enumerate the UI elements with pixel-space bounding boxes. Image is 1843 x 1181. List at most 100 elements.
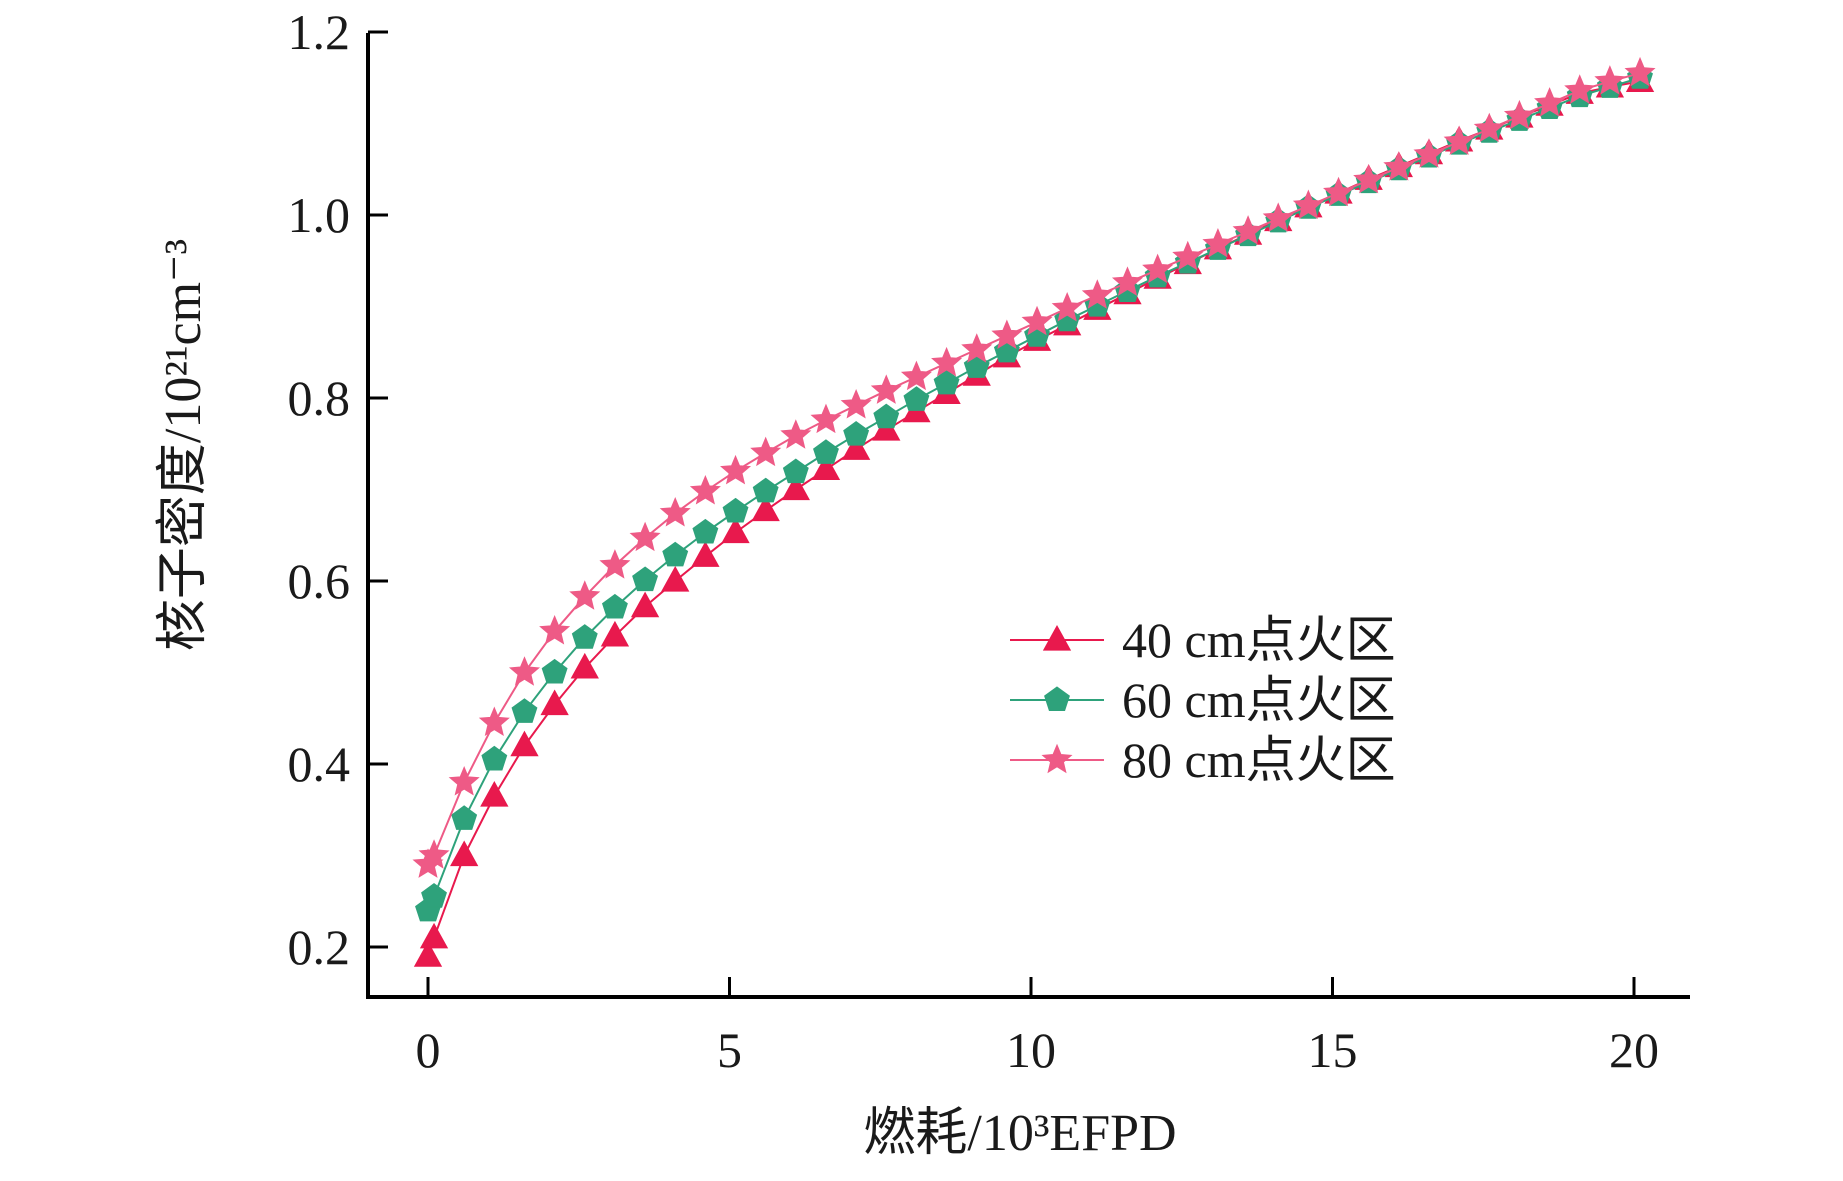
data-point [448, 765, 480, 796]
legend-entry-3: 80 cm点火区 [1010, 732, 1396, 788]
data-point [931, 346, 963, 377]
data-point [632, 566, 659, 592]
data-point [1624, 56, 1656, 87]
series-layer [412, 56, 1656, 967]
data-point [1232, 215, 1264, 245]
data-point [750, 436, 782, 467]
data-point [1021, 305, 1053, 336]
data-point [1413, 138, 1445, 168]
legend-label: 80 cm点火区 [1122, 732, 1396, 788]
data-point [1443, 125, 1475, 155]
data-point [419, 922, 449, 949]
data-point [478, 706, 510, 737]
data-point [629, 521, 661, 552]
data-point [659, 496, 691, 527]
data-point [752, 477, 779, 503]
data-point [662, 541, 689, 567]
legend-entry-2: 60 cm点火区 [1010, 672, 1396, 728]
data-point [1051, 292, 1083, 322]
data-point [782, 458, 809, 484]
x-axis-title: 燃耗/10³EFPD [863, 1105, 1176, 1162]
data-point [1383, 151, 1415, 181]
data-point [450, 840, 479, 867]
series-line [427, 80, 1641, 957]
data-point [813, 439, 839, 464]
data-point [722, 497, 749, 523]
data-point [991, 319, 1023, 349]
data-point [933, 369, 960, 395]
data-point [873, 403, 900, 429]
legend-marker [1044, 686, 1070, 712]
legend-entry-1: 40 cm点火区 [1010, 612, 1396, 668]
x-tick-label: 5 [717, 1022, 742, 1078]
data-point [870, 374, 902, 404]
data-point [751, 495, 780, 522]
data-point [843, 420, 870, 446]
y-tick-label: 1.0 [288, 187, 351, 243]
data-point [781, 474, 810, 501]
data-point [418, 839, 450, 869]
x-tick-label: 15 [1308, 1022, 1358, 1078]
y-tick-label: 0.6 [288, 553, 351, 609]
data-point [689, 475, 721, 505]
series-3 [412, 56, 1656, 878]
series-line [427, 72, 1641, 866]
data-point [1534, 87, 1566, 117]
data-point [413, 941, 443, 967]
data-point [511, 698, 538, 723]
data-point [1262, 202, 1294, 232]
data-point [1323, 176, 1355, 207]
y-tick-label: 1.2 [288, 4, 351, 60]
y-axis-title: 核子密度/10²¹cm⁻³ [155, 239, 212, 651]
data-point [661, 565, 690, 592]
series-2 [415, 64, 1653, 922]
data-point [570, 652, 599, 679]
data-point [720, 454, 752, 485]
data-point [691, 541, 720, 567]
data-point [1473, 112, 1505, 143]
data-point [540, 689, 569, 716]
data-point [541, 658, 568, 684]
data-point [571, 624, 598, 649]
data-point [841, 434, 871, 460]
data-point [963, 353, 990, 378]
series-1 [413, 66, 1655, 967]
data-point [1292, 189, 1324, 220]
data-point [1503, 99, 1535, 130]
data-point [1594, 65, 1626, 95]
data-point [900, 360, 932, 391]
data-point [599, 549, 631, 579]
data-point [692, 518, 719, 544]
data-point [510, 730, 539, 757]
data-point [421, 883, 447, 908]
data-point [810, 403, 842, 434]
data-point [1353, 163, 1385, 194]
data-point [1202, 227, 1234, 258]
x-tick-label: 20 [1609, 1022, 1659, 1078]
data-point [480, 780, 509, 807]
data-point [630, 591, 660, 618]
data-point [961, 333, 993, 363]
data-point [481, 745, 508, 771]
data-point [811, 454, 841, 480]
legend-label: 40 cm点火区 [1122, 612, 1396, 668]
data-point [1111, 266, 1143, 296]
data-point [721, 517, 750, 544]
data-point [569, 580, 601, 610]
y-tick-label: 0.8 [288, 370, 351, 426]
data-point [840, 389, 872, 419]
data-point [1081, 279, 1113, 309]
data-point [508, 656, 540, 686]
y-tick-label: 0.2 [288, 919, 351, 975]
data-point [600, 620, 630, 647]
data-point [903, 386, 930, 411]
data-point [451, 805, 478, 830]
data-point [780, 419, 812, 449]
series-line [427, 76, 1641, 911]
data-point [1564, 74, 1596, 104]
x-tick-label: 0 [416, 1022, 441, 1078]
data-point [1142, 253, 1174, 284]
data-point [601, 593, 628, 619]
